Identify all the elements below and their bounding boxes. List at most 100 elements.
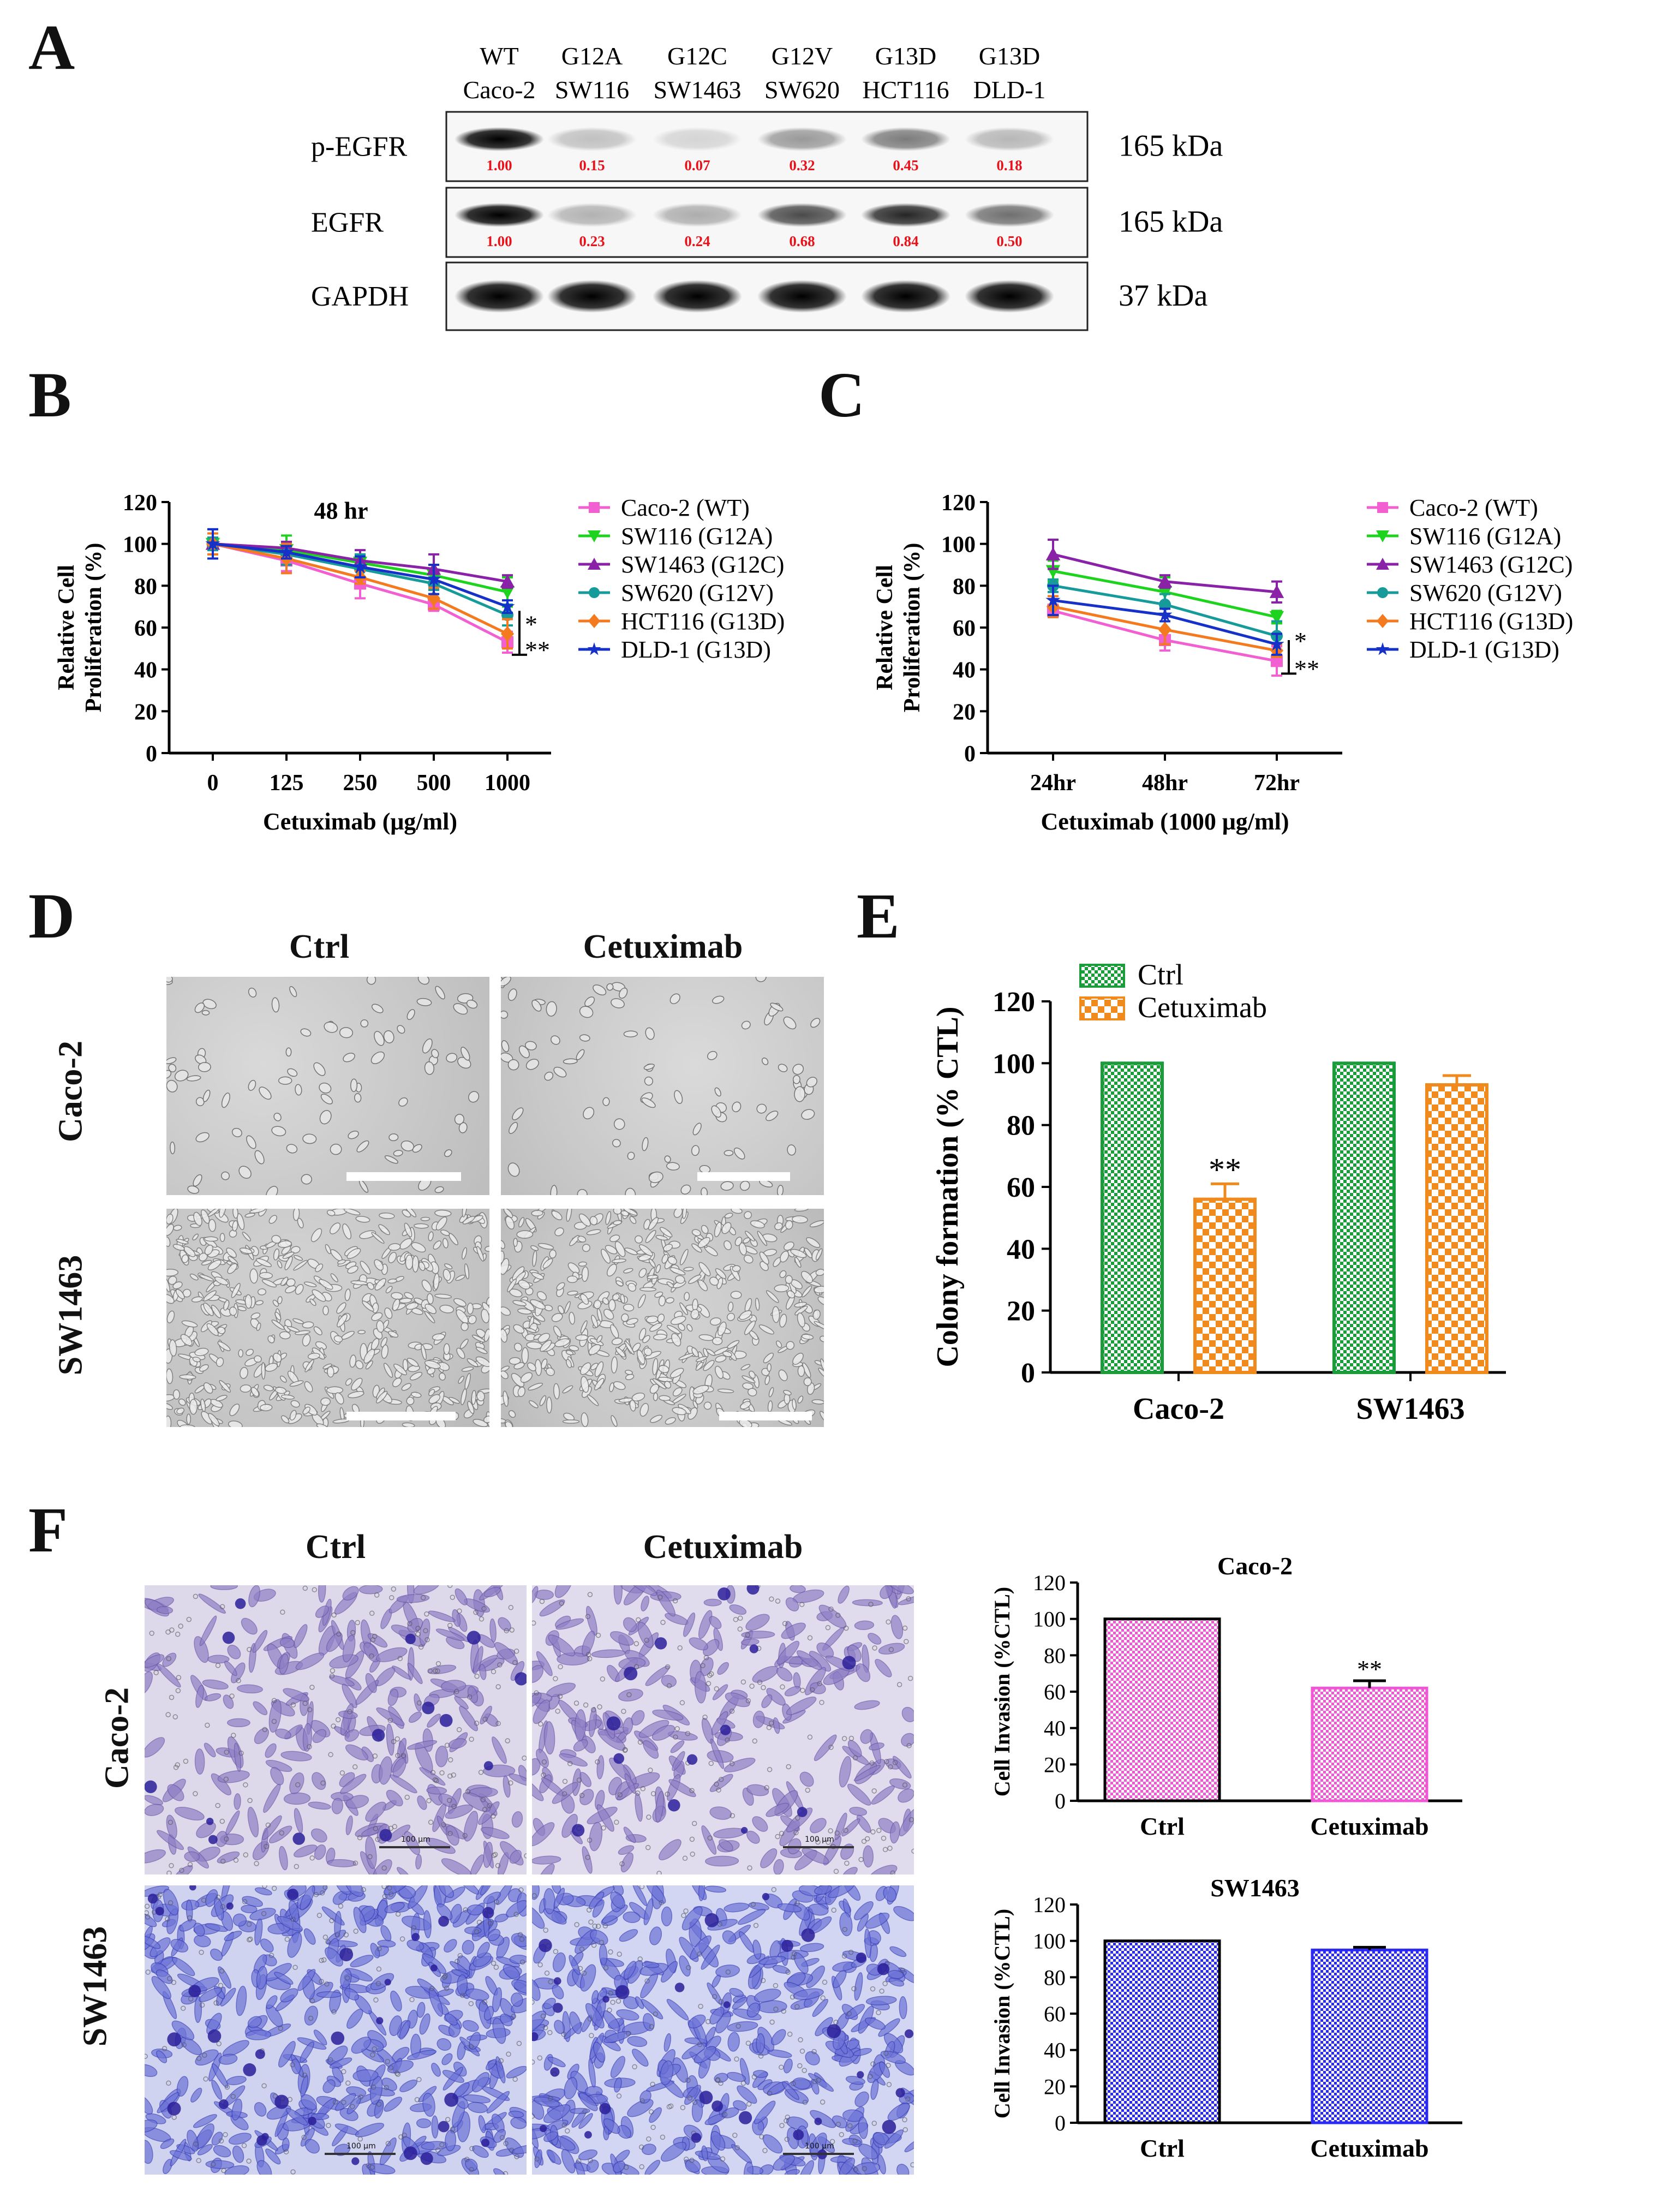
- data-point-marker: [426, 571, 441, 586]
- cell-shape: [499, 2014, 513, 2027]
- cell-shape: [441, 2053, 453, 2065]
- membrane-pore: [187, 1862, 193, 1867]
- cell-shape: [295, 1084, 302, 1096]
- cell-shape: [803, 1377, 812, 1387]
- membrane-pore: [848, 1735, 854, 1741]
- membrane-pore: [280, 1609, 285, 1615]
- cell-shape: [408, 1711, 422, 1723]
- panel-d-col-cetuximab: Cetuximab: [583, 928, 743, 965]
- membrane-pore: [261, 2083, 267, 2088]
- membrane-pore: [532, 2114, 535, 2119]
- cell-shape: [280, 1276, 289, 1286]
- membrane-pore: [196, 2056, 202, 2061]
- membrane-pore: [395, 1911, 401, 1917]
- cell-shape: [546, 1396, 552, 1414]
- y-tick-label: 40: [1044, 2038, 1066, 2063]
- data-point-marker: [1271, 655, 1283, 667]
- cell-shape: [746, 1784, 769, 1796]
- membrane-pore: [187, 1915, 193, 1921]
- membrane-pore: [284, 1937, 290, 1942]
- membrane-pore: [589, 2033, 594, 2038]
- cell-shape: [558, 1305, 565, 1315]
- cell-shape: [638, 1268, 647, 1278]
- cell-shape: [658, 1365, 669, 1374]
- band-quantification: 0.50: [996, 233, 1022, 249]
- cell-shape: [670, 1316, 686, 1325]
- cell-shape: [199, 1987, 223, 2002]
- cell-shape: [566, 1209, 572, 1222]
- cell-shape: [256, 1966, 268, 1990]
- membrane-pore: [514, 2154, 519, 2159]
- y-axis-label: Cell Invasion (%CTL): [990, 1909, 1014, 2119]
- membrane-pore: [639, 1885, 645, 1889]
- cell-shape: [468, 1091, 480, 1103]
- cell-shape: [579, 1789, 594, 1806]
- cell-shape: [453, 1298, 467, 1307]
- cell-shape: [277, 1296, 283, 1304]
- cell-shape: [880, 1585, 893, 1599]
- cell-shape: [242, 1232, 252, 1241]
- cell-shape: [611, 1356, 618, 1374]
- legend-label: Caco-2 (WT): [1409, 494, 1538, 521]
- cell-shape: [468, 1315, 477, 1324]
- cell-shape: [392, 1298, 400, 1311]
- cell-shape: [216, 1395, 228, 1401]
- cell-shape: [274, 1311, 282, 1321]
- membrane-pore: [707, 1835, 713, 1841]
- cell-shape: [614, 1241, 626, 1257]
- membrane-pore: [482, 1807, 488, 1812]
- legend-label: SW620 (G12V): [621, 580, 774, 606]
- cell-shape: [217, 1327, 226, 1334]
- membrane-pore: [782, 1621, 788, 1626]
- membrane-pore: [707, 1673, 713, 1678]
- membrane-pore: [681, 1913, 686, 1918]
- membrane-pore: [211, 2162, 216, 2167]
- cell-shape: [274, 1972, 294, 1985]
- cell-shape: [802, 1848, 829, 1864]
- cell-shape: [300, 2041, 314, 2063]
- cell-shape: [740, 1364, 751, 1371]
- cell-shape: [717, 1662, 729, 1675]
- cell-shape: [271, 1126, 286, 1137]
- membrane-pore: [432, 1777, 438, 1783]
- cell-shape: [218, 2053, 238, 2065]
- blot-band: [547, 280, 637, 313]
- cell-shape: [865, 1996, 897, 2005]
- micrograph-d-sw1463-cetuximab: [501, 1209, 824, 1427]
- cell-shape: [208, 1219, 216, 1232]
- stained-nucleus: [403, 2146, 417, 2160]
- bar: [1101, 1061, 1164, 1375]
- cell-shape: [507, 1059, 519, 1071]
- cell-shape: [602, 1297, 609, 1305]
- cell-shape: [180, 1334, 193, 1346]
- cell-shape: [582, 1244, 590, 1252]
- cell-shape: [145, 1936, 161, 1949]
- stained-nucleus: [615, 1985, 630, 1999]
- cell-shape: [402, 1209, 411, 1217]
- cell-shape: [797, 1312, 805, 1328]
- cell-shape: [435, 1745, 449, 1768]
- cell-shape: [426, 1787, 447, 1795]
- stained-nucleus: [207, 2029, 222, 2043]
- cell-shape: [623, 1268, 633, 1274]
- band-quantification: 1.00: [486, 233, 512, 249]
- cell-shape: [169, 2150, 192, 2161]
- cell-shape: [472, 2145, 489, 2158]
- cell-shape: [464, 1372, 471, 1390]
- membrane-pore: [238, 1750, 244, 1756]
- cell-shape: [820, 1358, 824, 1371]
- cell-shape: [809, 1220, 824, 1228]
- cell-shape: [819, 1335, 824, 1342]
- cell-shape: [625, 1374, 635, 1381]
- membrane-pore: [567, 1761, 573, 1766]
- membrane-pore: [828, 1606, 834, 1612]
- x-axis-label: Cetuximab (1000 μg/ml): [1041, 808, 1289, 835]
- membrane-pore: [608, 1990, 614, 1996]
- membrane-pore: [336, 1631, 342, 1637]
- significance-mark: **: [1294, 655, 1319, 683]
- cell-shape: [564, 2076, 578, 2100]
- membrane-pore: [616, 2093, 622, 2099]
- cell-shape: [469, 2032, 481, 2050]
